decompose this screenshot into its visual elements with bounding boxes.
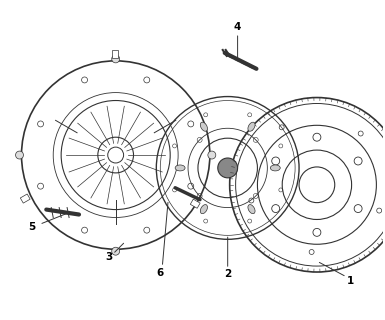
Circle shape — [218, 158, 238, 178]
Bar — [20, 194, 30, 203]
Text: 1: 1 — [347, 276, 354, 286]
Bar — [112, 50, 118, 58]
Circle shape — [98, 137, 134, 173]
Ellipse shape — [200, 204, 208, 214]
Circle shape — [208, 151, 216, 159]
Text: 5: 5 — [28, 222, 35, 232]
Bar — [190, 199, 200, 208]
Ellipse shape — [270, 165, 280, 171]
Ellipse shape — [200, 122, 208, 131]
Text: 2: 2 — [224, 269, 231, 279]
Circle shape — [15, 151, 23, 159]
Ellipse shape — [248, 204, 255, 214]
Ellipse shape — [175, 165, 185, 171]
Circle shape — [112, 55, 120, 63]
Text: 6: 6 — [157, 268, 164, 278]
Circle shape — [112, 247, 120, 255]
Ellipse shape — [248, 122, 255, 131]
Text: 4: 4 — [234, 22, 241, 32]
Text: 3: 3 — [105, 252, 112, 262]
